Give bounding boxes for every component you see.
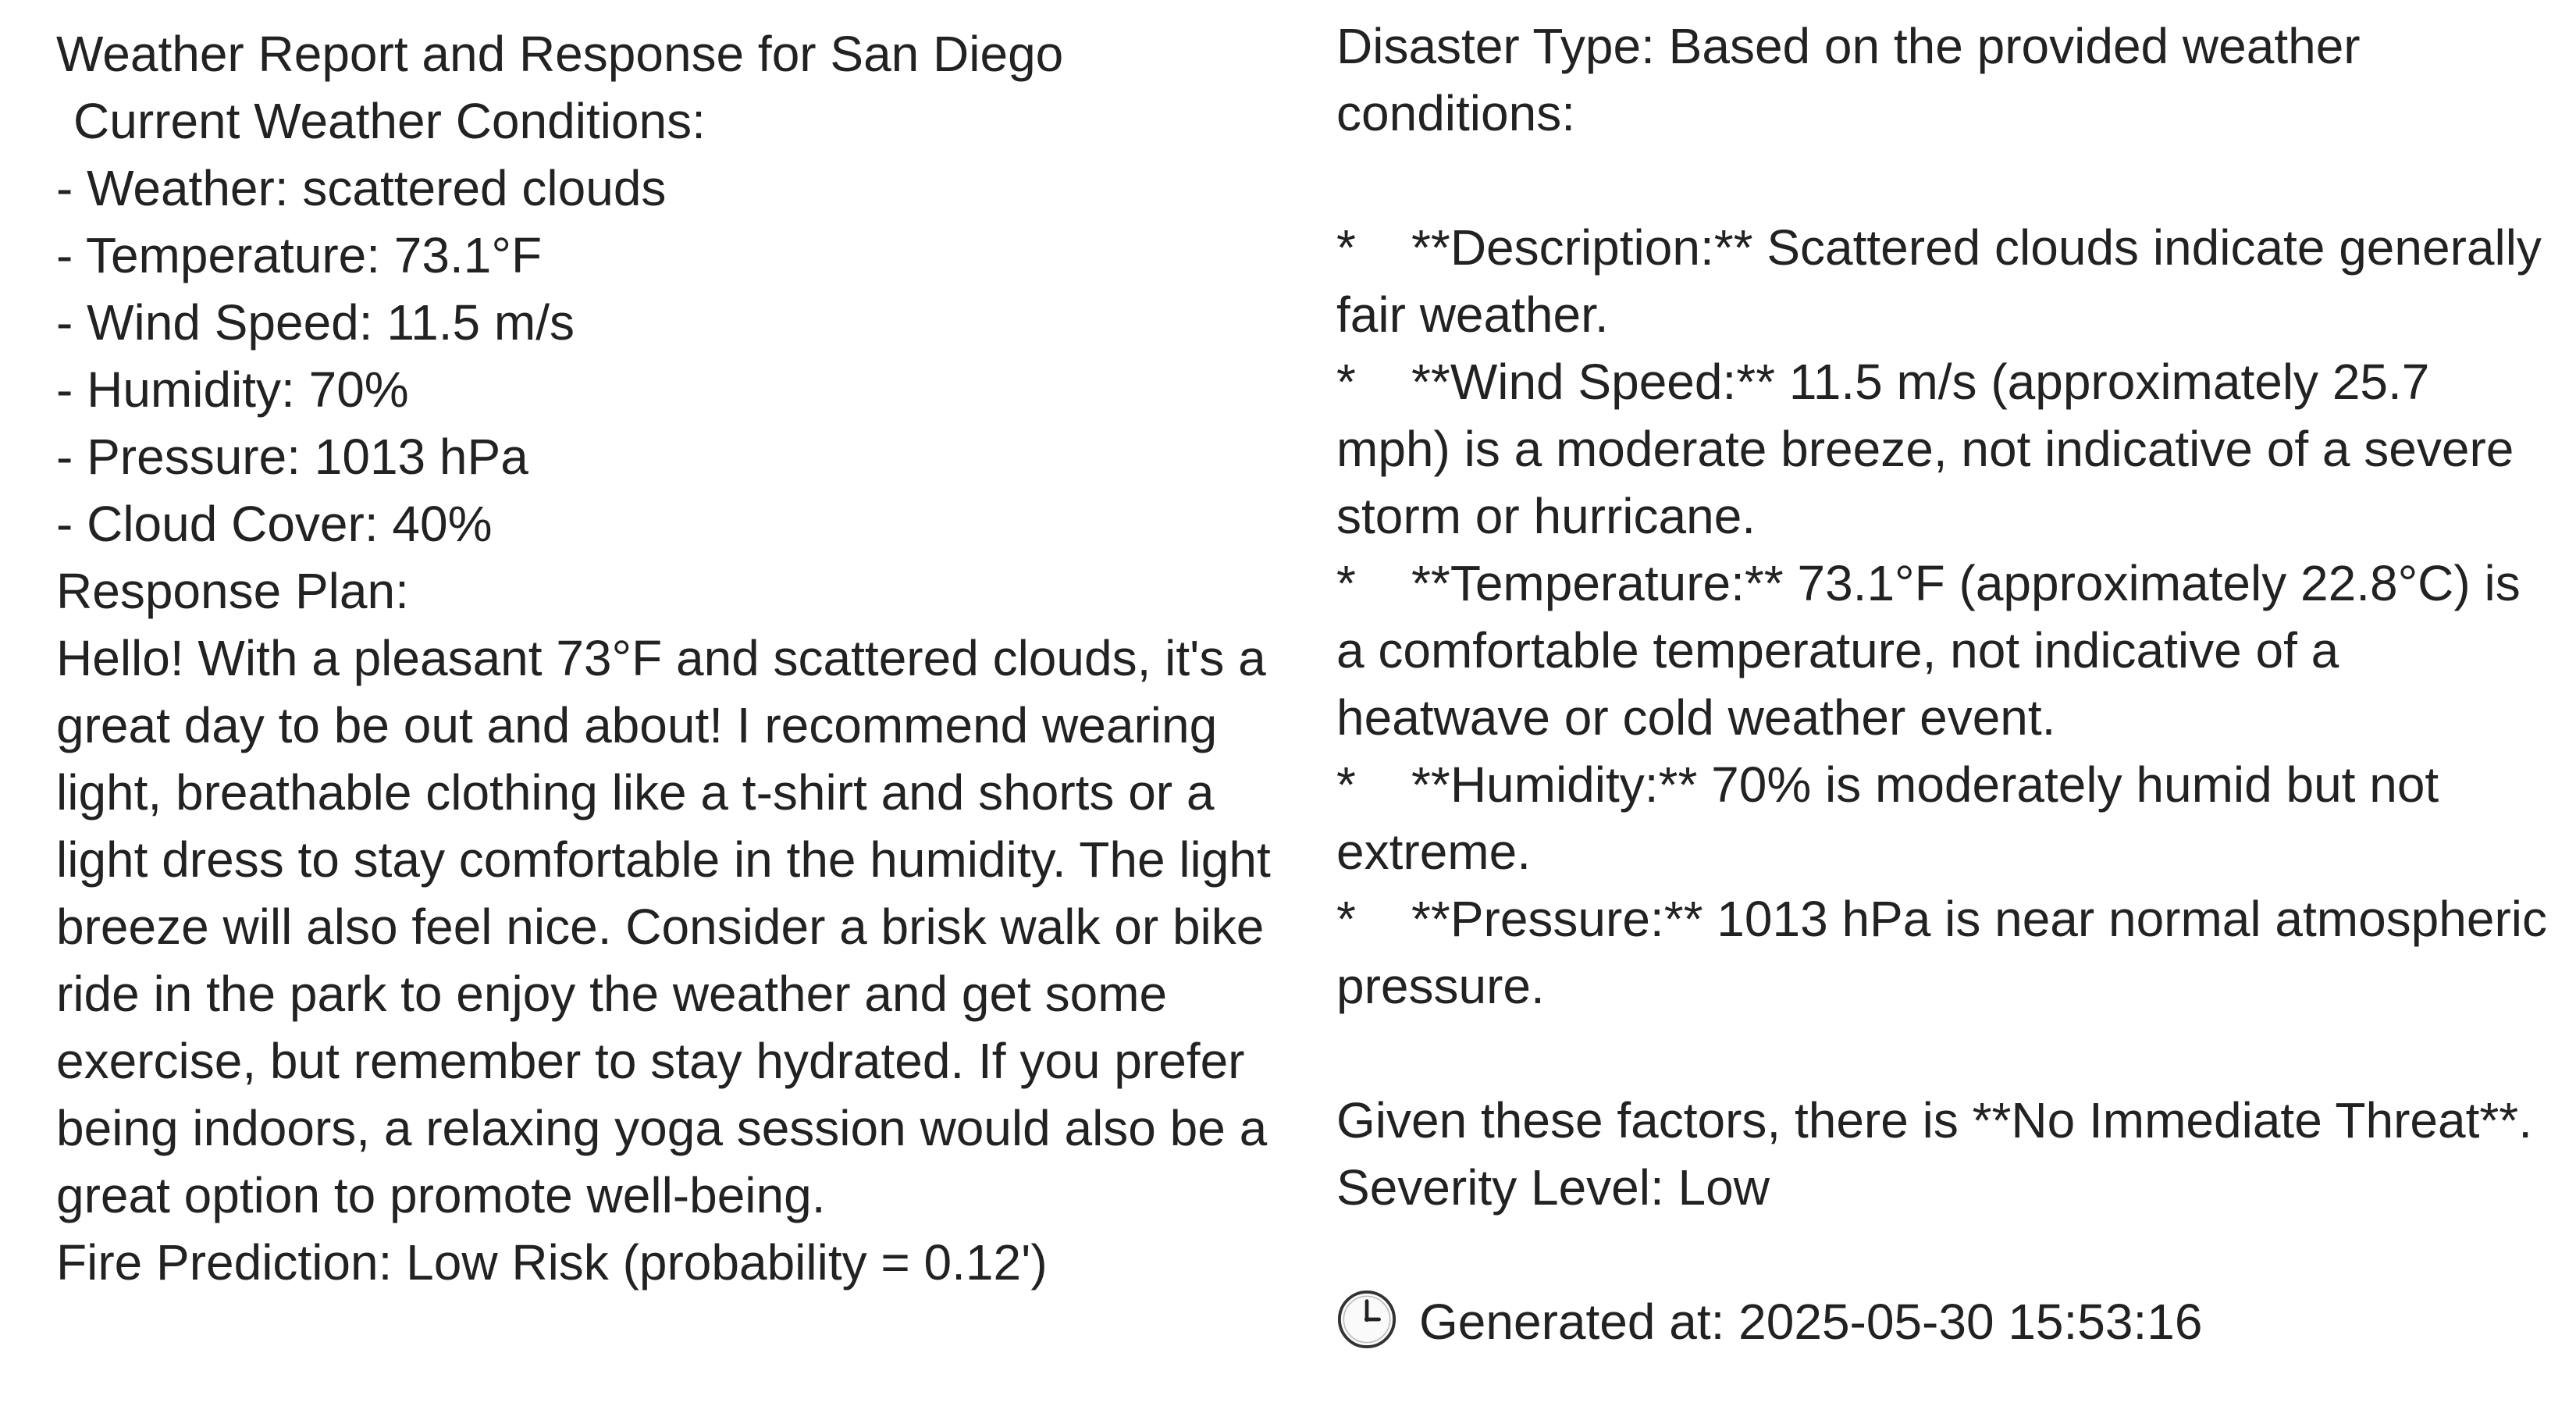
bullet-wind-speed: * **Wind Speed:** 11.5 m/s (approximately… [1336,348,2554,550]
condition-weather: - Weather: scattered clouds [56,160,667,216]
bullet-text: **Pressure:** 1013 hPa is near normal at… [1336,891,2547,1014]
bullet-temperature: * **Temperature:** 73.1°F (approximately … [1336,550,2554,751]
generated-at-text: Generated at: 2025-05-30 15:53:16 [1419,1294,2203,1350]
threat-conclusion: Given these factors, there is **No Immed… [1336,1092,2532,1148]
bullet-marker: * [1336,756,1356,813]
response-plan-heading: Response Plan: [56,563,409,619]
response-plan-text: Hello! With a pleasant 73°F and scattere… [56,630,1271,1223]
bullet-text: **Description:** Scattered clouds indica… [1336,219,2542,343]
bullet-description: * **Description:** Scattered clouds indic… [1336,214,2554,348]
severity-level: Severity Level: Low [1336,1159,1770,1216]
spacer [1336,1020,2554,1087]
spacer [1336,147,2554,214]
bullet-marker: * [1336,354,1356,410]
condition-humidity: - Humidity: 70% [56,361,409,418]
weather-report-column: Weather Report and Response for San Dieg… [56,20,1274,1296]
bullet-marker: * [1336,219,1356,276]
bullet-pressure: * **Pressure:** 1013 hPa is near normal a… [1336,885,2554,1020]
bullet-text: **Humidity:** 70% is moderately humid bu… [1336,756,2439,880]
bullet-humidity: * **Humidity:** 70% is moderately humid b… [1336,751,2554,885]
fire-prediction: Fire Prediction: Low Risk (probability =… [56,1234,1048,1290]
disaster-assessment-column: Disaster Type: Based on the provided wea… [1336,12,2554,1355]
bullet-marker: * [1336,891,1356,947]
condition-temperature: - Temperature: 73.1°F [56,227,543,283]
current-conditions-heading: Current Weather Conditions: [73,93,706,149]
report-title: Weather Report and Response for San Dieg… [56,26,1064,82]
condition-pressure: - Pressure: 1013 hPa [56,429,528,485]
generated-at: Generated at: 2025-05-30 15:53:16 [1336,1288,2554,1355]
condition-cloud-cover: - Cloud Cover: 40% [56,496,493,552]
bullet-text: **Wind Speed:** 11.5 m/s (approximately … [1336,354,2514,544]
spacer [1336,1221,2554,1288]
bullet-text: **Temperature:** 73.1°F (approximately 2… [1336,555,2521,746]
bullet-marker: * [1336,555,1356,611]
disaster-intro: Disaster Type: Based on the provided wea… [1336,18,2361,141]
condition-wind-speed: - Wind Speed: 11.5 m/s [56,294,575,351]
clock-icon [1337,1290,1397,1349]
